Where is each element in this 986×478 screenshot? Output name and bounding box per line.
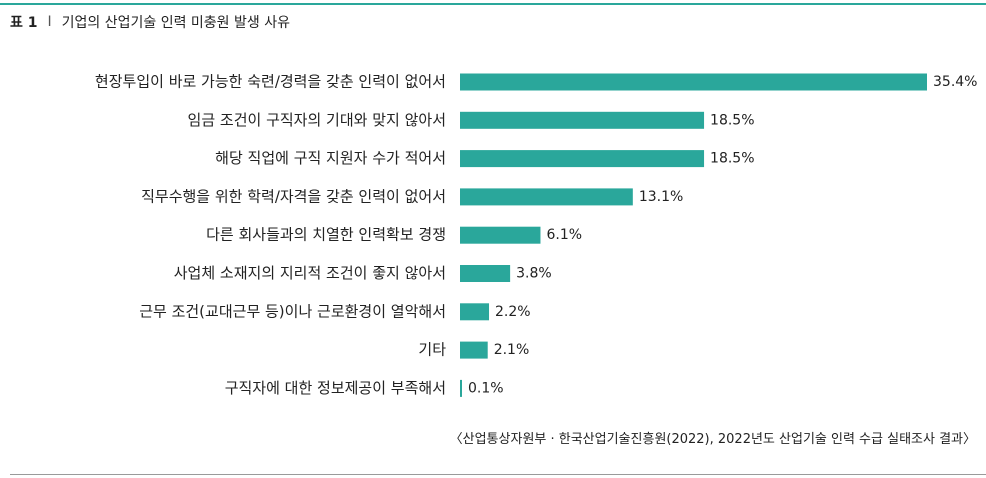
value-label: 0.1% — [468, 380, 504, 396]
value-label: 18.5% — [710, 112, 754, 128]
bar — [460, 150, 705, 168]
bar — [460, 303, 490, 321]
source-note: 〈산업통상자원부 · 한국산업기술진흥원(2022), 2022년도 산업기술 … — [449, 432, 976, 447]
category-label: 직무수행을 위한 학력/자격을 갖춘 인력이 없어서 — [141, 187, 446, 205]
bar — [460, 379, 462, 397]
value-label: 13.1% — [639, 189, 683, 205]
category-label: 해당 직업에 구직 지원자 수가 적어서 — [215, 149, 446, 167]
bar — [460, 265, 511, 282]
value-label: 3.8% — [516, 266, 552, 282]
value-label: 2.2% — [495, 304, 531, 320]
category-label: 구직자에 대한 정보제공이 부족해서 — [225, 379, 446, 397]
category-label: 다른 회사들과의 치열한 인력확보 경쟁 — [206, 226, 446, 244]
bar — [460, 341, 488, 359]
bar-chart: 현장투입이 바로 가능한 숙련/경력을 갖춘 인력이 없어서 35.4% 임금 조건… — [95, 73, 977, 397]
category-label: 사업체 소재지의 지리적 조건이 좋지 않아서 — [174, 264, 446, 282]
category-label: 근무 조건(교대근무 등)이나 근로환경이 열악해서 — [139, 302, 446, 320]
value-label: 2.1% — [494, 342, 530, 358]
bar — [460, 111, 705, 129]
bar — [460, 73, 927, 91]
category-label: 임금 조건이 구직자의 기대와 맞지 않아서 — [188, 111, 446, 129]
bar — [460, 226, 541, 244]
figure-title: 표 1 I 기업의 산업기술 인력 미충원 발생 사유 — [10, 10, 290, 34]
bottom-rule — [10, 474, 986, 475]
bar — [460, 188, 633, 206]
value-label: 35.4% — [933, 74, 977, 90]
title-separator: I — [47, 14, 52, 30]
top-rule — [0, 3, 986, 5]
category-label: 현장투입이 바로 가능한 숙련/경력을 갖춘 인력이 없어서 — [95, 73, 446, 91]
category-label: 기타 — [418, 341, 446, 359]
value-label: 18.5% — [710, 151, 754, 167]
value-label: 6.1% — [546, 227, 582, 243]
table-number: 표 1 — [10, 15, 38, 31]
title-text: 기업의 산업기술 인력 미충원 발생 사유 — [61, 15, 290, 31]
